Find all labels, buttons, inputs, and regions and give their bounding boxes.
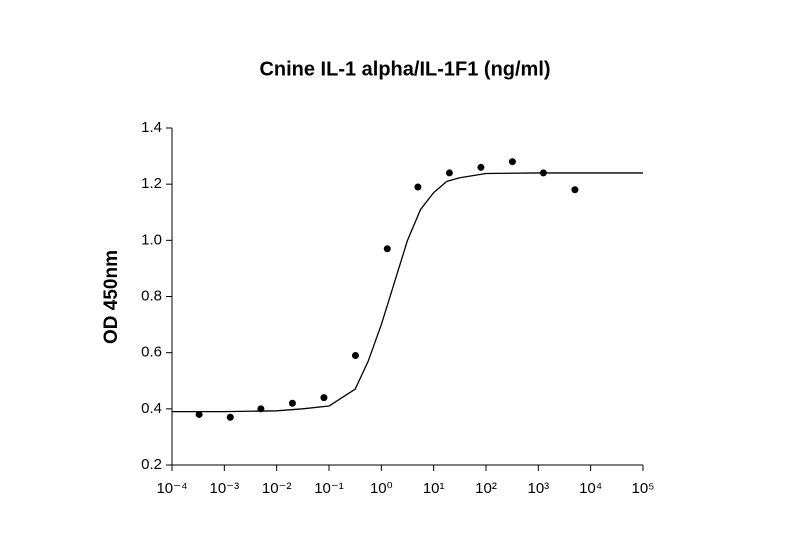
- x-tick-label: 10⁴: [579, 480, 602, 497]
- x-tick-label: 10²: [475, 480, 497, 497]
- data-point: [508, 158, 516, 166]
- y-tick-label: 1.0: [141, 231, 162, 248]
- data-point: [445, 169, 453, 177]
- chart-title: Cnine IL-1 alpha/IL-1F1 (ng/ml): [259, 58, 550, 80]
- y-tick-label: 0.4: [141, 400, 162, 417]
- data-point: [288, 399, 296, 407]
- data-point: [571, 186, 579, 194]
- data-point: [477, 163, 485, 171]
- x-tick-label: 10⁻¹: [314, 480, 344, 497]
- data-point: [195, 410, 203, 418]
- y-tick-label: 0.8: [141, 287, 162, 304]
- x-tick-label: 10⁰: [370, 480, 393, 497]
- x-tick-label: 10⁻²: [262, 480, 292, 497]
- x-tick-label: 10¹: [423, 480, 445, 497]
- x-tick-label: 10⁻³: [210, 480, 240, 497]
- data-point: [320, 394, 328, 402]
- data-point: [351, 351, 359, 359]
- data-point: [414, 183, 422, 191]
- y-tick-label: 1.4: [141, 119, 162, 136]
- y-tick-label: 0.2: [141, 456, 162, 473]
- x-tick-label: 10⁻⁴: [156, 480, 187, 497]
- fit-curve: [172, 172, 643, 413]
- x-tick-label: 10⁵: [632, 480, 655, 497]
- y-tick-label: 0.6: [141, 344, 162, 361]
- data-point: [383, 245, 391, 253]
- data-point: [226, 413, 234, 421]
- y-tick-label: 1.2: [141, 175, 162, 192]
- y-axis-label: OD 450nm: [101, 250, 122, 344]
- x-tick-label: 10³: [527, 480, 549, 497]
